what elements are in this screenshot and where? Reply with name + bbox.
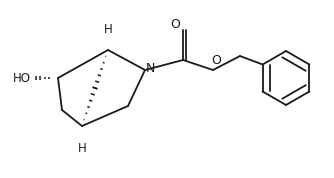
Text: H: H xyxy=(77,142,87,155)
Text: HO: HO xyxy=(13,72,31,85)
Text: O: O xyxy=(170,17,180,30)
Text: H: H xyxy=(104,23,112,36)
Text: N: N xyxy=(145,62,155,75)
Text: O: O xyxy=(211,54,221,67)
